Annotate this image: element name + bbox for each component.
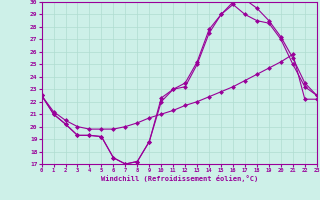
- X-axis label: Windchill (Refroidissement éolien,°C): Windchill (Refroidissement éolien,°C): [100, 175, 258, 182]
